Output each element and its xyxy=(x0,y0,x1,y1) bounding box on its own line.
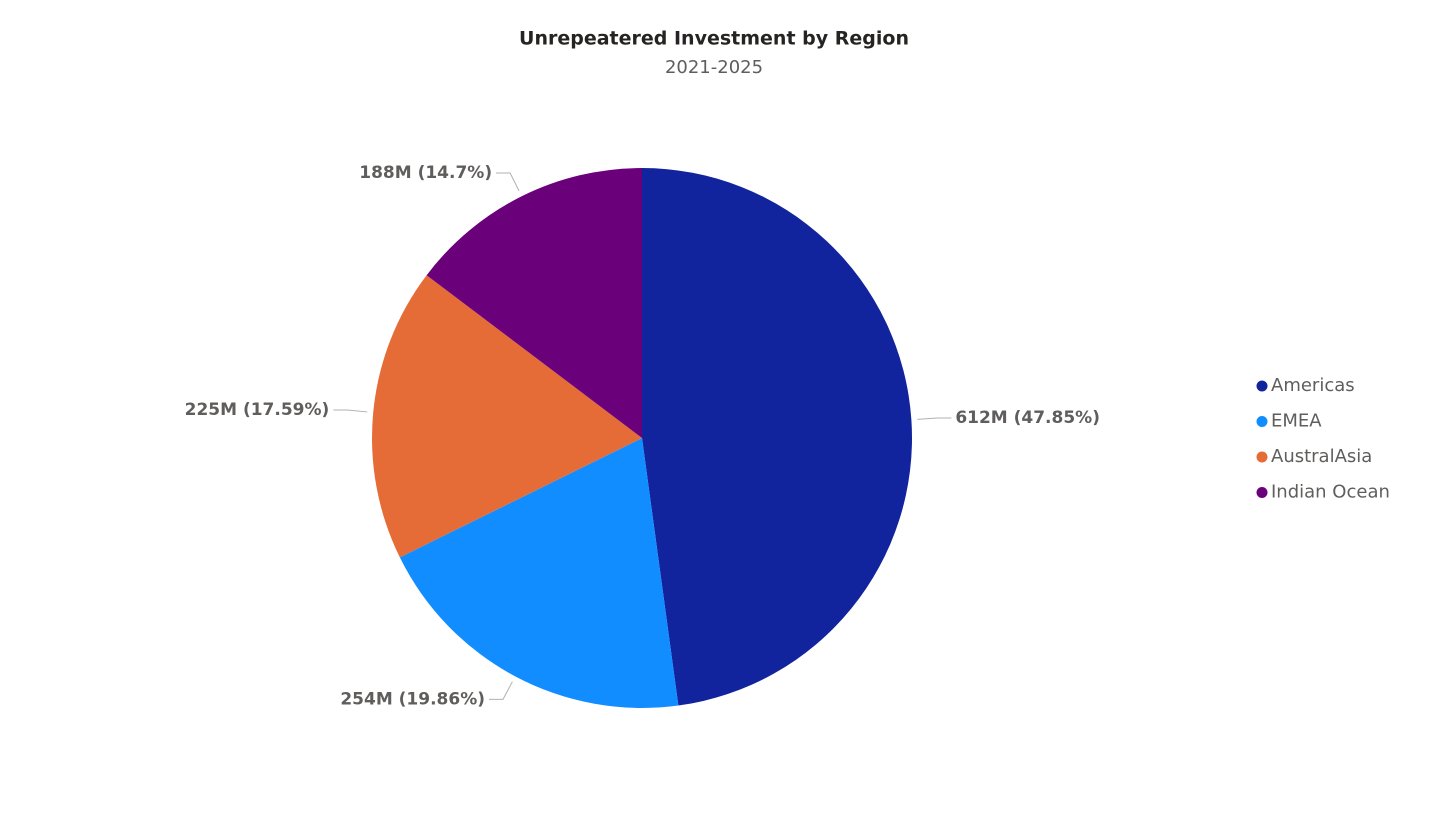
legend-label: AustralAsia xyxy=(1271,446,1372,467)
data-label: 225M (17.59%) xyxy=(185,400,330,420)
chart-title: Unrepeatered Investment by Region xyxy=(519,28,909,50)
legend-marker xyxy=(1256,487,1268,498)
pie-slice xyxy=(399,438,679,708)
legend-label: Americas xyxy=(1271,375,1355,396)
data-label: 188M (14.7%) xyxy=(359,163,492,183)
leader-line xyxy=(496,172,520,192)
pie-slice xyxy=(642,168,912,706)
legend-marker xyxy=(1256,380,1268,392)
pie-slice xyxy=(426,168,642,438)
data-label: 612M (47.85%) xyxy=(955,408,1100,428)
data-label: 254M (19.86%) xyxy=(340,689,485,709)
leader-line xyxy=(333,409,368,413)
chart-subtitle: 2021-2025 xyxy=(665,57,763,78)
legend-label: EMEA xyxy=(1271,411,1322,432)
legend-label: Indian Ocean xyxy=(1271,482,1390,503)
leader-line xyxy=(489,681,513,700)
legend-marker xyxy=(1256,416,1268,427)
leader-line xyxy=(917,417,952,420)
legend-marker xyxy=(1256,451,1268,463)
pie-slice xyxy=(372,275,642,558)
